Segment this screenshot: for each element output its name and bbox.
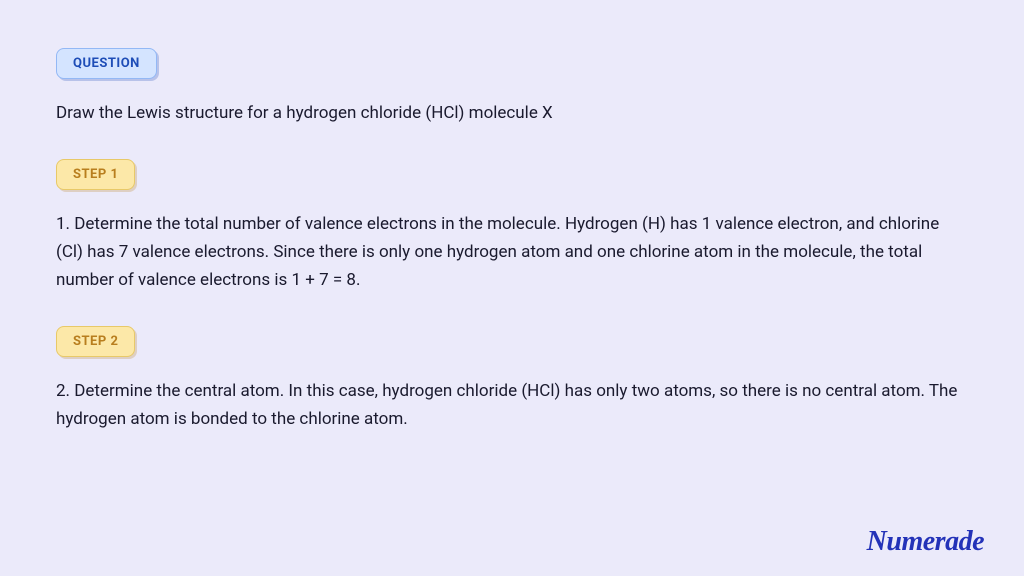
- question-text: Draw the Lewis structure for a hydrogen …: [56, 99, 968, 127]
- step2-section: STEP 2 2. Determine the central atom. In…: [56, 326, 968, 433]
- step1-badge: STEP 1: [56, 159, 135, 190]
- numerade-logo: Numerade: [867, 526, 984, 558]
- step2-text: 2. Determine the central atom. In this c…: [56, 377, 968, 433]
- question-section: QUESTION Draw the Lewis structure for a …: [56, 48, 968, 127]
- step1-section: STEP 1 1. Determine the total number of …: [56, 159, 968, 294]
- step2-badge: STEP 2: [56, 326, 135, 357]
- step1-text: 1. Determine the total number of valence…: [56, 210, 968, 294]
- question-badge: QUESTION: [56, 48, 157, 79]
